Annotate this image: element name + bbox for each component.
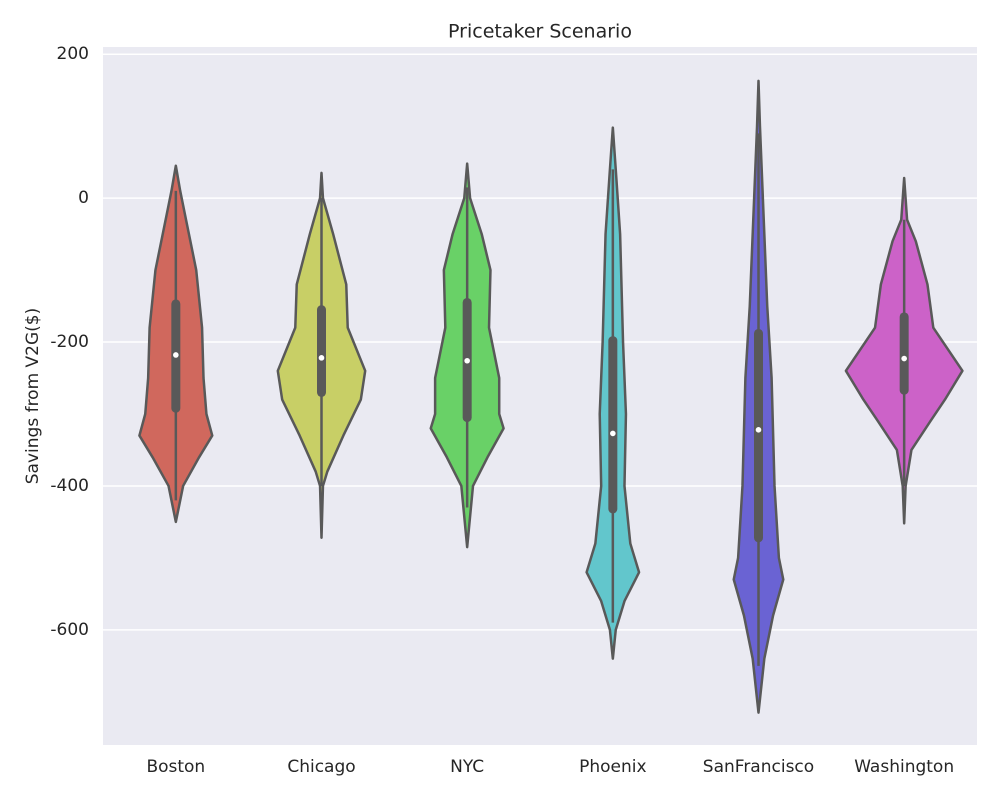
median: [901, 355, 907, 362]
plot-area: [103, 47, 977, 745]
x-tick-label: Boston: [146, 757, 205, 777]
y-tick-label: -600: [50, 620, 89, 640]
x-tick-label: Phoenix: [579, 757, 646, 777]
median: [173, 352, 179, 358]
chart-title: Pricetaker Scenario: [448, 21, 632, 43]
x-tick-label: SanFrancisco: [703, 757, 814, 777]
y-axis-label: Savings from V2G($): [23, 308, 43, 484]
median: [755, 427, 762, 433]
y-tick-label: -400: [50, 476, 89, 496]
median: [464, 357, 470, 364]
x-tick-label: Washington: [854, 757, 954, 777]
x-tick-label: NYC: [450, 757, 484, 777]
y-tick-label: 0: [78, 188, 89, 208]
median: [318, 355, 325, 361]
x-tick-label: Chicago: [287, 757, 355, 777]
median: [610, 430, 616, 437]
y-tick-label: -200: [50, 332, 89, 352]
y-tick-label: 200: [57, 44, 89, 64]
